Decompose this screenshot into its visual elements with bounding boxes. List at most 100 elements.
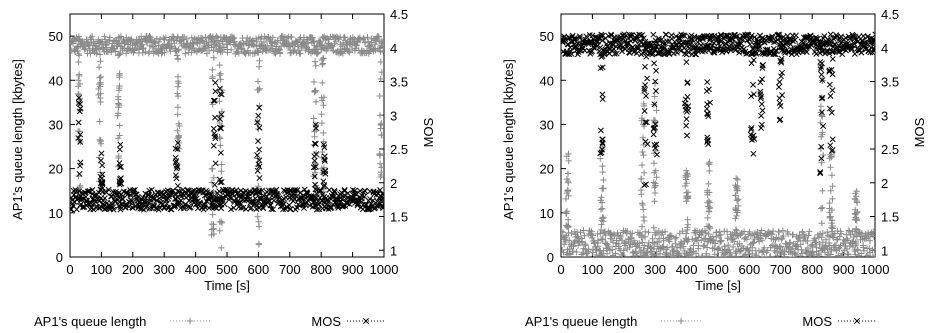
x-tick-label: 900 [342,262,364,277]
mos-point [755,40,762,47]
queue-point [75,77,82,84]
x-tick-label: 500 [216,262,238,277]
x-tick-label: 700 [770,262,792,277]
queue-point [597,206,605,213]
queue-point [713,229,720,236]
queue-point [740,228,748,235]
queue-point [174,83,182,90]
queue-point [312,169,319,176]
queue-point [116,51,123,58]
mos-point [173,158,180,165]
mos-point [116,181,123,188]
queue-point [562,238,569,246]
mos-point [210,142,217,149]
mos-point [97,180,104,187]
left-chart-panel: 0 100 200 300 400 500 600 700 800 900 1000 0 10 20 30 4… [10,7,436,329]
x-tick-label: 300 [644,262,666,277]
queue-point [827,164,834,171]
mos-point [270,197,277,204]
queue-point [112,37,119,44]
mos-point [644,75,651,82]
queue-point [563,208,571,215]
queue-point [649,235,656,242]
queue-point [378,68,384,76]
mos-point [120,196,126,203]
queue-point [76,72,83,80]
mos-point [312,163,319,170]
queue-point [743,236,751,243]
queue-point [310,173,317,180]
x-axis-label: Time [s] [695,278,741,293]
mos-point [265,187,272,194]
mos-point [341,188,348,194]
mos-point [759,76,766,83]
queue-point [640,246,647,254]
mos-point [217,116,223,122]
queue-point [758,227,765,234]
queue-point [819,204,826,211]
queue-point [817,109,824,116]
queue-point [146,33,153,40]
queue-point [212,41,219,48]
queue-point [306,46,313,53]
queue-point [639,201,646,209]
queue-point [779,227,787,234]
y-tick-label: 0 [56,250,63,265]
queue-point [818,234,825,241]
mos-point [598,149,605,156]
queue-point [255,183,262,190]
queue-point [210,54,217,61]
mos-point [776,79,783,85]
mos-point [706,86,712,93]
mos-point [750,150,757,157]
queue-point [745,251,752,257]
mos-point [652,88,659,94]
queue-point [564,170,572,177]
mos-point [254,167,261,174]
queue-point [115,152,122,160]
queue-point [174,78,182,85]
mos-point [743,50,750,57]
queue-point [594,237,602,244]
mos-point [292,187,299,193]
queue-point [218,244,225,252]
queue-point [255,223,263,230]
mos-point [872,44,875,51]
mos-point [759,62,766,69]
queue-point [96,118,103,125]
queue-point [268,40,276,47]
mos-point [216,188,223,195]
queue-point [732,226,740,233]
queue-point [188,49,195,56]
mos-point [775,84,782,90]
queue-point [175,133,182,140]
mos-point [212,79,219,86]
y2-tick-label: 2.5 [390,142,408,157]
queue-point [683,189,690,196]
queue-point [188,34,195,41]
queue-point [116,84,123,92]
x-tick-label: 700 [279,262,301,277]
queue-point [183,35,190,43]
queue-point [588,228,595,235]
mos-point [346,201,353,208]
queue-point [771,247,778,255]
mos-point [313,206,320,213]
queue-point [192,39,200,46]
queue-point [75,50,82,58]
queue-point [218,218,225,225]
mos-point [172,145,179,152]
legend-label-mos: MOS [311,314,341,329]
queue-point [254,213,261,220]
mos-point [704,42,711,49]
queue-point [183,41,190,48]
mos-point [335,204,342,211]
mos-point [643,181,649,188]
queue-point [565,216,572,223]
queue-point [146,48,153,55]
mos-point [287,206,294,212]
mos-point [263,193,270,200]
queue-point [376,151,383,158]
y-tick-label: 10 [540,206,554,221]
mos-point [750,91,757,98]
